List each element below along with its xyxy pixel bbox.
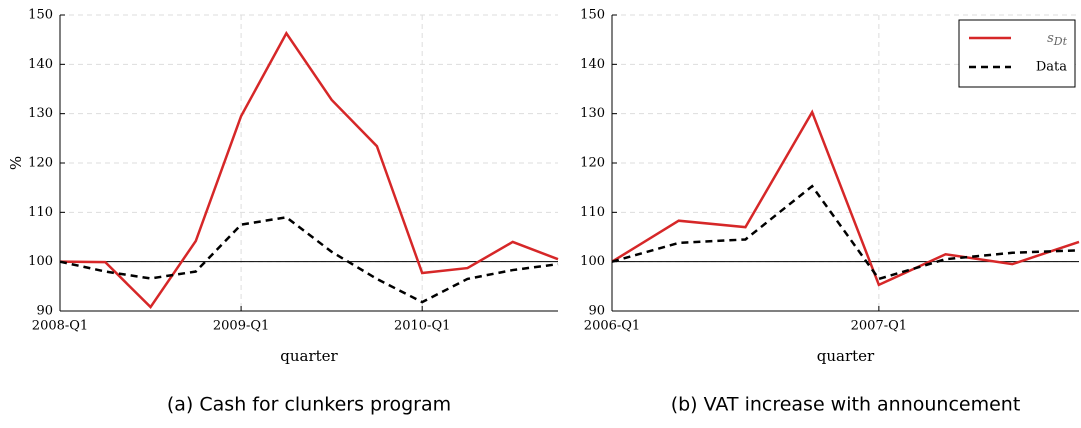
- y-tick-label: 120: [28, 156, 53, 171]
- legend-label: sDt: [1047, 31, 1067, 49]
- x-tick-label: 2006-Q1: [584, 319, 640, 334]
- x-tick-label: 2008-Q1: [32, 319, 88, 334]
- y-tick-label: 140: [28, 57, 53, 72]
- y-tick-label: 110: [28, 205, 53, 220]
- caption: (b) VAT increase with announcement: [671, 394, 1021, 416]
- y-tick-label: 140: [580, 57, 605, 72]
- y-tick-label: 120: [580, 156, 605, 171]
- y-axis-label: %: [7, 156, 25, 170]
- y-tick-label: 130: [580, 106, 605, 121]
- legend-label-main: s: [1047, 31, 1054, 46]
- legend-box: [958, 19, 1076, 88]
- caption: (a) Cash for clunkers program: [167, 394, 451, 416]
- series-line: [59, 30, 559, 309]
- series-line: [611, 184, 1080, 281]
- y-tick-label: 100: [580, 254, 605, 269]
- y-tick-label: 150: [28, 8, 53, 23]
- y-tick-label: 90: [36, 304, 53, 319]
- x-tick-label: 2009-Q1: [213, 319, 269, 334]
- legend-label-sub: Dt: [1053, 35, 1068, 48]
- y-tick-label: 130: [28, 106, 53, 121]
- y-tick-label: 90: [588, 304, 605, 319]
- x-tick-label: 2007-Q1: [851, 319, 907, 334]
- y-tick-label: 150: [580, 8, 605, 23]
- series-line: [59, 215, 559, 304]
- y-tick-label: 100: [28, 254, 53, 269]
- y-tick-label: 110: [580, 205, 605, 220]
- x-axis-label: quarter: [817, 347, 875, 365]
- x-tick-label: 2010-Q1: [394, 319, 450, 334]
- series-line: [611, 109, 1080, 287]
- x-axis-label: quarter: [280, 347, 338, 365]
- legend-label: Data: [1036, 60, 1067, 75]
